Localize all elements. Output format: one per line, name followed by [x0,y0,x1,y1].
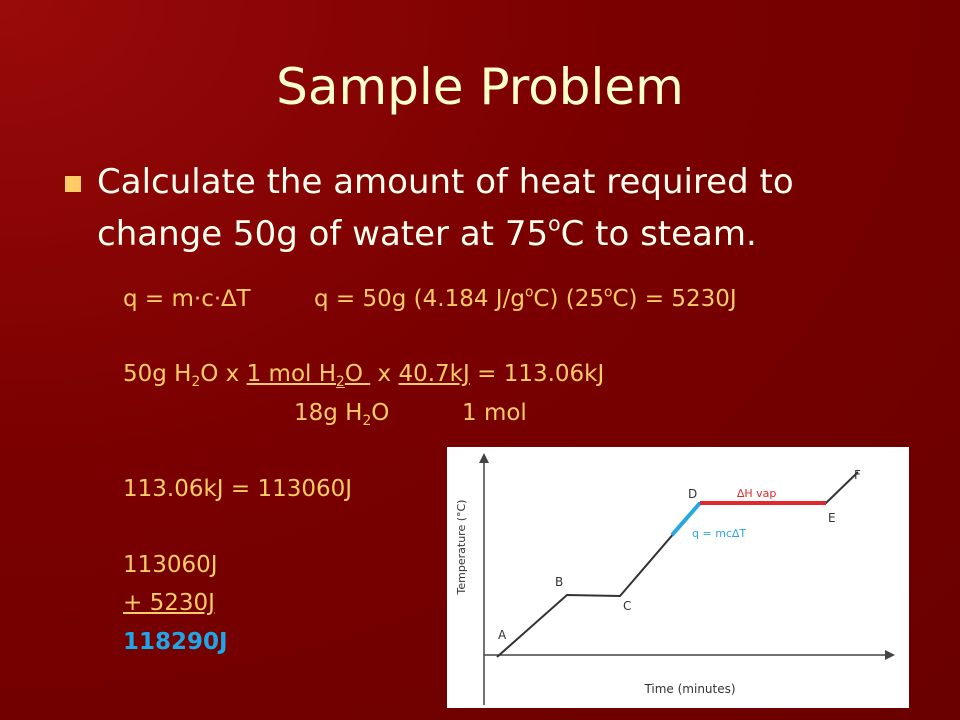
y-axis-label: Temperature (°C) [455,500,468,596]
superscript: o [603,284,613,301]
equation: + 5230J [123,590,215,616]
text: 50g H [123,361,192,387]
point-label: C [623,599,631,613]
text: O x [200,361,247,387]
text: change 50g of water at 75 [97,214,549,254]
superscript: o [524,284,534,301]
arrow [479,453,489,463]
text: x [370,361,399,387]
text: C) = 5230J [612,286,737,312]
annotation: ∆H vap [736,487,776,500]
text: q = 50g (4.184 J/g [314,286,525,312]
text: 18g H [294,400,363,426]
slide-title: Sample Problem [276,58,684,116]
bullet-text: change 50g of water at 75oC to steam. [97,214,757,254]
text: C to steam. [560,214,757,254]
equation: 113060J [123,552,218,578]
subscript: 2 [362,412,372,429]
point-label: D [688,487,697,501]
superscript: o [548,211,561,236]
x-axis-label: Time (minutes) [643,682,735,696]
equation: 50g H2O x 1 mol H2O x 40.7kJ = 113.06kJ [123,361,605,390]
subscript: 2 [191,373,201,390]
bullet-text: Calculate the amount of heat required to [97,162,794,202]
equation: 1 mol [462,400,527,426]
bullet-marker [65,176,81,192]
annotation: q = mc∆T [692,527,746,540]
heating-segment [670,501,702,537]
curve [496,471,859,658]
point-label: A [498,628,507,642]
graph-background [447,447,909,708]
text: C) (25 [533,286,604,312]
equation: 18g H2O [294,400,390,429]
equation: q = 50g (4.184 J/goC) (25oC) = 5230J [314,284,737,312]
point-label: E [828,511,836,525]
point-label: B [555,575,563,589]
point-label: F [854,468,861,482]
arrow [885,650,895,660]
text: 40.7kJ [398,361,470,387]
text: 1 mol H [246,361,337,387]
text: O [371,400,390,426]
heating-curve: Temperature (°C) Time (minutes) A B C D … [447,447,909,708]
subscript: 2 [336,373,345,390]
equation: q = m·c·∆T [123,286,251,312]
equation: 113.06kJ = 113060J [123,476,353,502]
text: O [344,361,371,387]
text: = 113.06kJ [469,361,605,387]
answer: 118290J [123,629,228,655]
